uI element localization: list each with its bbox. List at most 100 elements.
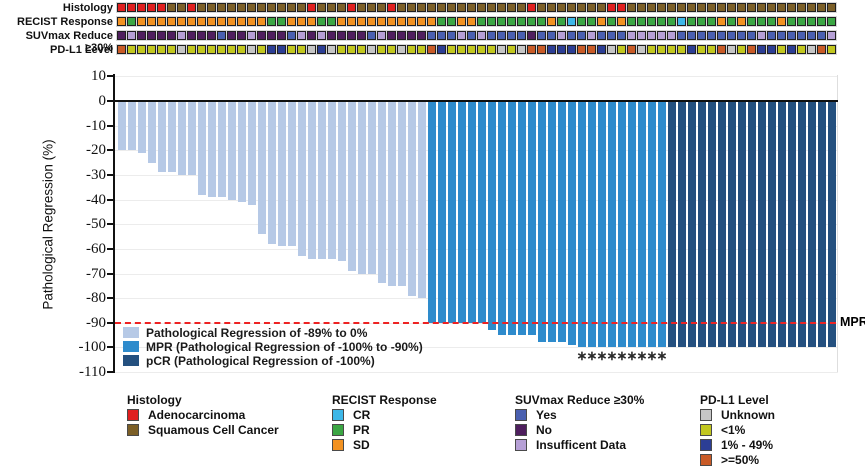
annotation-square — [157, 45, 166, 54]
annotation-square — [737, 17, 746, 26]
annotation-square — [637, 17, 646, 26]
bar — [247, 101, 256, 205]
bar — [427, 101, 436, 323]
bar — [727, 101, 736, 348]
bottom-legend-label: Unknown — [721, 408, 775, 422]
annotation-square — [207, 17, 216, 26]
annotation-square — [307, 31, 316, 40]
annotation-square — [637, 45, 646, 54]
annotation-square — [117, 17, 126, 26]
annotation-square — [317, 45, 326, 54]
bar — [177, 101, 186, 175]
annotation-square — [297, 17, 306, 26]
bar — [777, 101, 786, 348]
annotation-square — [537, 45, 546, 54]
annotation-square — [307, 45, 316, 54]
annotation-square — [677, 31, 686, 40]
annotation-square — [347, 31, 356, 40]
annotation-square — [247, 31, 256, 40]
bar — [657, 101, 666, 348]
annotation-square — [317, 3, 326, 12]
annotation-square — [627, 3, 636, 12]
annotation-square — [787, 31, 796, 40]
bar — [367, 101, 376, 274]
annotation-square — [537, 17, 546, 26]
bar — [207, 101, 216, 198]
y-tick-label: -60 — [86, 240, 106, 257]
annotation-square — [157, 17, 166, 26]
annotation-square — [647, 45, 656, 54]
annotation-square — [227, 31, 236, 40]
bar — [287, 101, 296, 247]
annotation-square — [627, 45, 636, 54]
annotation-square — [707, 3, 716, 12]
annotation-square — [237, 31, 246, 40]
bar — [807, 101, 816, 348]
annotation-square — [747, 17, 756, 26]
annotation-square — [827, 3, 836, 12]
track-label-suvmax: SUVmax Reduce ≥30% — [25, 30, 113, 54]
annotation-square — [447, 31, 456, 40]
annotation-square — [327, 3, 336, 12]
annotation-square — [527, 17, 536, 26]
bar — [457, 101, 466, 323]
bar — [327, 101, 336, 259]
annotation-square — [327, 17, 336, 26]
annotation-square — [417, 31, 426, 40]
annotation-square — [297, 3, 306, 12]
bottom-legend-label: >=50% — [721, 453, 760, 467]
annotation-square — [747, 3, 756, 12]
zero-baseline — [113, 99, 838, 102]
annotation-square — [147, 17, 156, 26]
annotation-square — [417, 3, 426, 12]
bottom-legend-swatch — [515, 439, 527, 451]
annotation-square — [397, 31, 406, 40]
annotation-square — [617, 31, 626, 40]
annotation-square — [457, 31, 466, 40]
bottom-legend-swatch — [332, 424, 344, 436]
annotation-square — [557, 17, 566, 26]
annotation-square — [427, 17, 436, 26]
annotation-square — [267, 31, 276, 40]
bar — [387, 101, 396, 286]
annotation-square — [247, 3, 256, 12]
annotation-square — [667, 45, 676, 54]
annotation-square — [337, 3, 346, 12]
bar — [797, 101, 806, 348]
annotation-square — [797, 17, 806, 26]
annotation-square — [127, 45, 136, 54]
annotation-square — [187, 17, 196, 26]
y-tick — [107, 297, 113, 300]
y-tick-label: -20 — [86, 142, 106, 159]
annotation-square — [607, 45, 616, 54]
annotation-square — [717, 3, 726, 12]
annotation-square — [257, 31, 266, 40]
annotation-square — [317, 31, 326, 40]
bar — [257, 101, 266, 234]
legend-swatch-mpr — [123, 341, 139, 352]
annotation-square — [677, 3, 686, 12]
annotation-square — [387, 31, 396, 40]
mpr-threshold-line — [115, 321, 836, 324]
annotation-square — [627, 17, 636, 26]
annotation-square — [727, 3, 736, 12]
annotation-square — [637, 3, 646, 12]
annotation-square — [387, 17, 396, 26]
bottom-legend-swatch — [515, 424, 527, 436]
annotation-square — [197, 45, 206, 54]
annotation-square — [687, 3, 696, 12]
asterisk-marker: ∗ — [596, 348, 608, 363]
bar — [277, 101, 286, 247]
annotation-square — [817, 3, 826, 12]
bar — [487, 101, 496, 331]
annotation-square — [197, 31, 206, 40]
annotation-square — [677, 17, 686, 26]
y-tick-label: -110 — [79, 364, 106, 380]
legend-swatch-pcr — [123, 355, 139, 366]
annotation-square — [357, 17, 366, 26]
bottom-legend-label: PR — [353, 423, 370, 437]
bottom-legend-label: CR — [353, 408, 371, 422]
annotation-square — [277, 3, 286, 12]
annotation-square — [147, 31, 156, 40]
annotation-square — [587, 3, 596, 12]
